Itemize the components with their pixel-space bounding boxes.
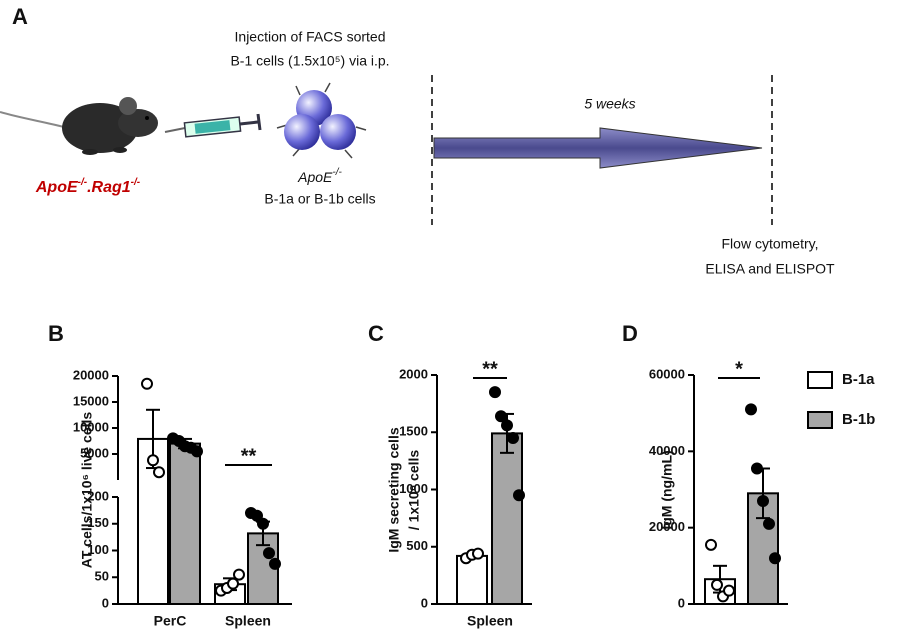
y-axis-label: IgM secreting cells xyxy=(386,427,402,552)
y-tick-label: 2000 xyxy=(399,366,428,381)
y-tick-label: 0 xyxy=(102,595,109,610)
mouse-label-sup: -/- xyxy=(78,177,88,188)
mouse-label-part: ApoE xyxy=(35,179,79,196)
bar xyxy=(491,432,523,605)
data-point xyxy=(257,517,269,530)
readout: ELISA and ELISPOT xyxy=(705,261,835,277)
x-tick-label: Spleen xyxy=(467,613,513,629)
data-point xyxy=(513,489,525,502)
data-point xyxy=(147,454,159,467)
y-tick-label: 1000 xyxy=(399,481,428,496)
data-point xyxy=(751,462,763,475)
y-axis-label: AT cells/1x10⁶ live cells xyxy=(79,412,95,569)
data-point xyxy=(501,419,513,432)
data-point xyxy=(745,403,757,416)
x-tick-label: PerC xyxy=(154,613,187,629)
data-point xyxy=(763,517,775,530)
data-point xyxy=(251,509,263,522)
data-point xyxy=(757,494,769,507)
y-tick-label: 15000 xyxy=(73,393,109,408)
legend-swatch xyxy=(807,411,833,429)
y-tick-label: 1500 xyxy=(399,424,428,439)
mouse-label: ApoE-/-.Rag1-/- xyxy=(35,177,141,197)
injection-text: Injection of FACS sorted xyxy=(235,29,386,45)
data-point xyxy=(191,445,203,458)
y-tick-label: 10000 xyxy=(73,419,109,434)
injection-text: B-1 cells (1.5x10⁵) via i.p. xyxy=(230,53,389,69)
data-point xyxy=(227,577,239,590)
mouse-label-sup: -/- xyxy=(131,177,141,188)
syringe-illustration xyxy=(164,113,262,138)
data-point xyxy=(269,557,281,570)
data-point xyxy=(233,568,245,581)
readout: Flow cytometry, xyxy=(722,236,819,252)
legend-label: B-1b xyxy=(842,411,875,428)
donor-label-sup: -/- xyxy=(332,167,342,178)
data-point xyxy=(705,538,717,551)
y-axis-label: / 1x10⁶ cells xyxy=(406,450,422,531)
axis-break xyxy=(110,482,122,495)
y-tick-label: 0 xyxy=(678,595,685,610)
panel-label: D xyxy=(622,321,638,346)
mouse-label-part: .Rag1 xyxy=(87,179,131,196)
y-tick-label: 150 xyxy=(87,515,109,530)
donor-label-part: ApoE xyxy=(297,169,333,185)
y-tick-label: 60000 xyxy=(649,366,685,381)
y-tick-label: 100 xyxy=(87,542,109,557)
data-point xyxy=(472,547,484,560)
data-point xyxy=(263,547,275,560)
cells-illustration xyxy=(276,82,367,159)
y-tick-label: 20000 xyxy=(73,367,109,382)
data-point xyxy=(141,377,153,390)
panel-label: B xyxy=(48,321,64,346)
bar xyxy=(169,442,201,605)
data-point xyxy=(507,431,519,444)
panel-label: C xyxy=(368,321,384,346)
data-point xyxy=(723,584,735,597)
data-point xyxy=(153,466,165,479)
duration: 5 weeks xyxy=(584,96,635,112)
legend-swatch xyxy=(807,371,833,389)
y-tick-label: 5000 xyxy=(80,445,109,460)
x-tick-label: Spleen xyxy=(225,613,271,629)
bar xyxy=(456,554,488,605)
data-point xyxy=(769,552,781,565)
y-tick-label: 20000 xyxy=(649,519,685,534)
y-axis-label: IgM (ng/mL) xyxy=(659,450,675,529)
timeline-arrow xyxy=(433,127,763,169)
mouse-illustration xyxy=(0,97,158,155)
donor-cells: B-1a or B-1b cells xyxy=(264,191,375,207)
y-tick-label: 40000 xyxy=(649,443,685,458)
data-point xyxy=(711,578,723,591)
significance: ** xyxy=(482,358,498,380)
y-tick-label: 200 xyxy=(87,488,109,503)
legend-label: B-1a xyxy=(842,371,875,388)
y-tick-label: 0 xyxy=(421,595,428,610)
data-point xyxy=(489,386,501,399)
y-tick-label: 50 xyxy=(95,569,109,584)
significance: * xyxy=(735,358,743,380)
panel-label: A xyxy=(12,4,28,29)
y-tick-label: 500 xyxy=(406,538,428,553)
data-point xyxy=(495,410,507,423)
donor-label: ApoE-/- xyxy=(297,167,342,185)
significance: ** xyxy=(241,445,257,467)
